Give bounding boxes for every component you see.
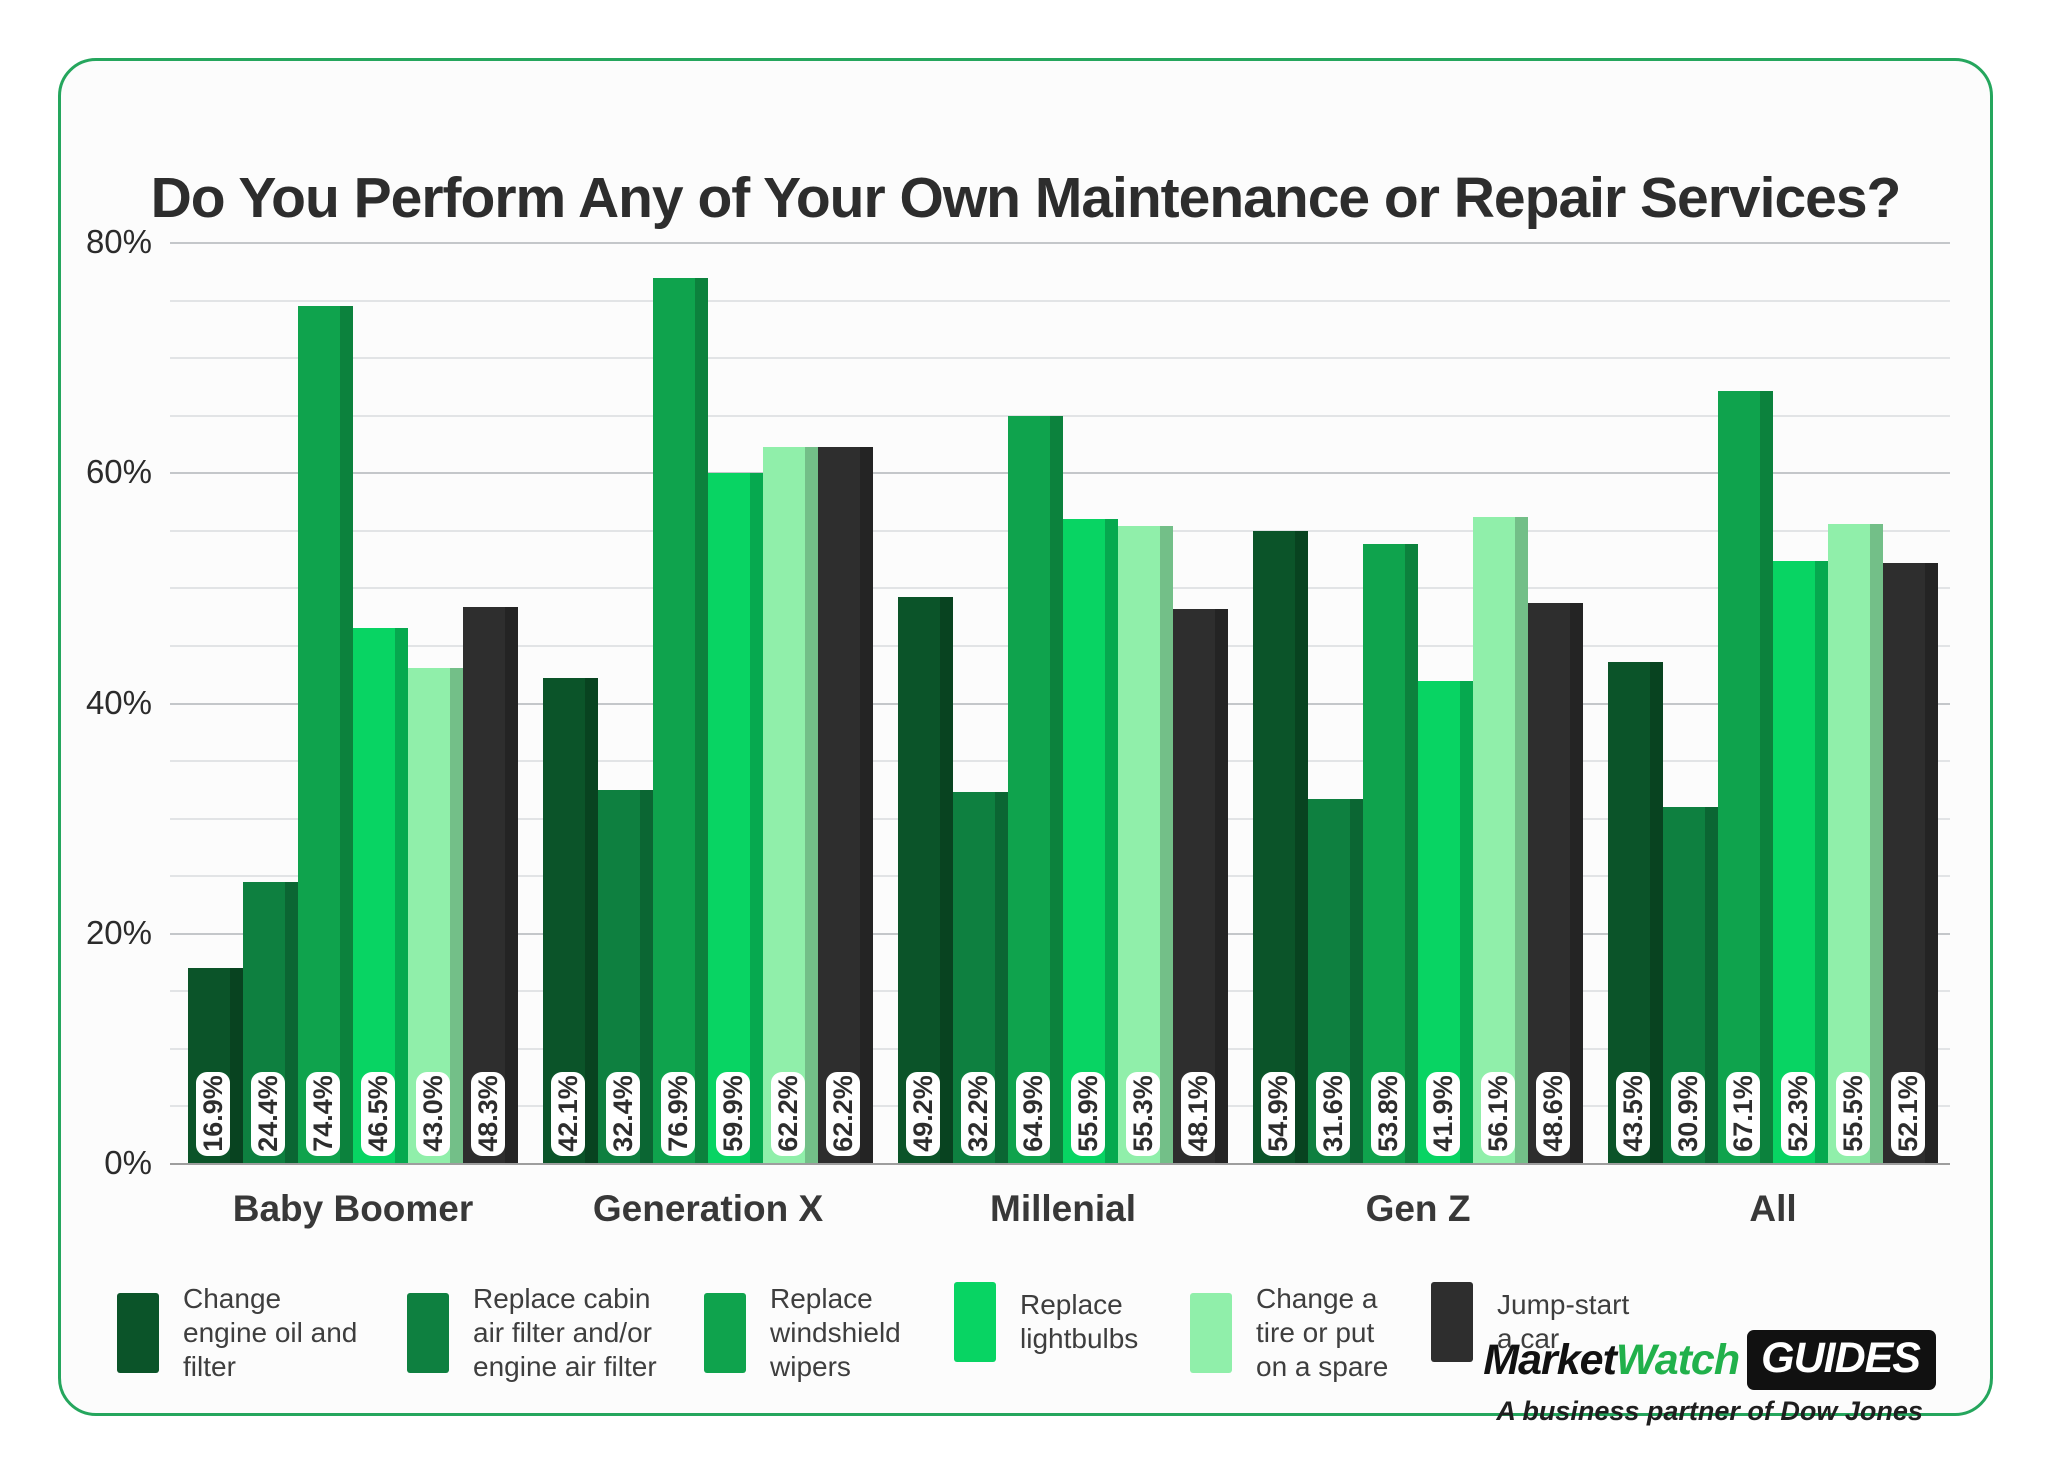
legend-swatch xyxy=(1431,1282,1473,1362)
logo-guides-badge: GUIDES xyxy=(1747,1330,1936,1390)
legend-swatch xyxy=(407,1293,449,1374)
legend-item-4: Replace lightbulbs xyxy=(954,1282,1160,1362)
legend-label: Replace windshield wipers xyxy=(770,1283,901,1383)
logo-tagline: A business partner of Dow Jones xyxy=(1496,1396,1923,1426)
chart-card: Do You Perform Any of Your Own Maintenan… xyxy=(58,58,1993,1416)
legend-swatch xyxy=(1190,1293,1232,1374)
legend-item-1: Change engine oil and filter xyxy=(117,1282,368,1384)
legend-label: Replace cabin air filter and/or engine a… xyxy=(473,1283,657,1383)
legend-swatch xyxy=(704,1293,746,1374)
page-title: Do You Perform Any of Your Own Maintenan… xyxy=(150,166,1902,230)
legend-item-3: Replace windshield wipers xyxy=(704,1282,920,1384)
marketwatch-guides-logo: Market Watch GUIDES A business partner of … xyxy=(1483,1330,1936,1427)
legend-swatch xyxy=(954,1282,996,1362)
legend-label: Jump-start a car xyxy=(1497,1288,1630,1354)
legend-swatch xyxy=(117,1293,159,1374)
logo-market-text: Market xyxy=(1483,1335,1617,1384)
legend-label: Change engine oil and filter xyxy=(183,1283,358,1383)
legend-item-6: Jump-start a car xyxy=(1431,1282,1642,1362)
legend-item-2: Replace cabin air filter and/or engine a… xyxy=(407,1282,673,1384)
legend-label: Replace lightbulbs xyxy=(1020,1288,1139,1354)
legend-label: Change a tire or put on a spare xyxy=(1256,1283,1389,1383)
legend-item-5: Change a tire or put on a spare xyxy=(1190,1282,1401,1384)
logo-wordmark: Market Watch GUIDES xyxy=(1483,1330,1936,1390)
logo-watch-text: Watch xyxy=(1615,1335,1740,1384)
